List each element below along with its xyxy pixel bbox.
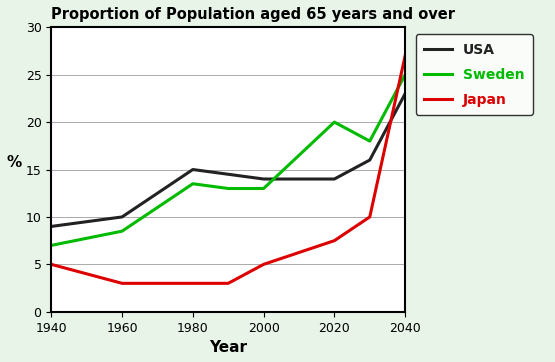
Japan <box>260 262 267 266</box>
Sweden <box>48 243 54 248</box>
Japan <box>225 281 231 286</box>
Japan <box>48 262 54 266</box>
Japan <box>402 54 408 58</box>
USA <box>402 92 408 96</box>
Japan <box>331 239 337 243</box>
Line: USA: USA <box>51 94 405 226</box>
Japan <box>119 281 125 286</box>
Legend: USA, Sweden, Japan: USA, Sweden, Japan <box>416 34 533 115</box>
USA <box>366 158 373 162</box>
Japan <box>366 215 373 219</box>
Y-axis label: %: % <box>7 155 22 169</box>
Text: Proportion of Population aged 65 years and over: Proportion of Population aged 65 years a… <box>51 7 455 22</box>
Line: Sweden: Sweden <box>51 75 405 245</box>
USA <box>119 215 125 219</box>
Line: Japan: Japan <box>51 56 405 283</box>
Sweden <box>119 229 125 233</box>
X-axis label: Year: Year <box>209 340 247 355</box>
Sweden <box>402 72 408 77</box>
Sweden <box>331 120 337 124</box>
Sweden <box>260 186 267 191</box>
Japan <box>189 281 196 286</box>
USA <box>225 172 231 176</box>
USA <box>189 167 196 172</box>
Sweden <box>366 139 373 143</box>
USA <box>331 177 337 181</box>
USA <box>260 177 267 181</box>
Sweden <box>225 186 231 191</box>
Sweden <box>189 182 196 186</box>
USA <box>48 224 54 228</box>
